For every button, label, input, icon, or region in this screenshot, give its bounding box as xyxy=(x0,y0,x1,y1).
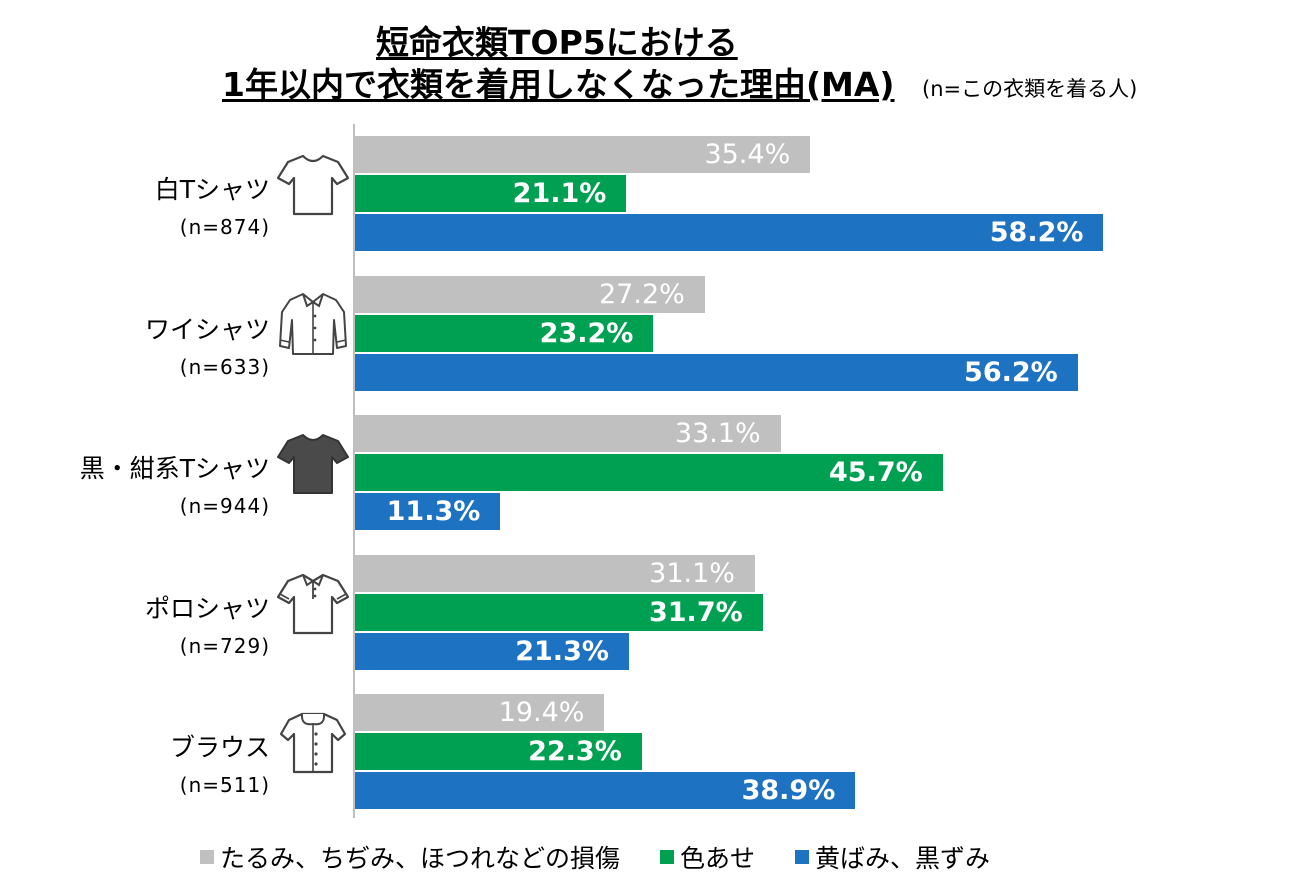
legend-swatch-fading xyxy=(660,850,675,864)
bar-fading: 45.7% xyxy=(355,454,943,491)
chart-subtitle: (n=この衣類を着る人) xyxy=(922,77,1138,101)
bar-fading: 23.2% xyxy=(355,314,654,352)
bar-fading: 21.1% xyxy=(355,175,627,212)
category-sample-size: (n=874) xyxy=(179,215,270,239)
legend-item-fading: 色あせ xyxy=(660,839,755,875)
bar-value-label: 23.2% xyxy=(539,317,634,349)
category-sample-size: (n=511) xyxy=(179,773,270,797)
bar-value-label: 21.1% xyxy=(512,178,607,209)
legend-item-damage: たるみ、ちぢみ、ほつれなどの損傷 xyxy=(200,839,620,875)
category-label: ワイシャツ xyxy=(144,314,270,344)
bar-value-label: 19.4% xyxy=(498,697,585,728)
bar-value-label: 45.7% xyxy=(829,457,923,488)
bar-value-label: 58.2% xyxy=(989,217,1084,248)
polo-shirt-icon xyxy=(276,567,350,639)
chart-title-line2: 1年以内で衣類を着用しなくなった理由(MA) xyxy=(222,65,895,104)
bar-value-label: 27.2% xyxy=(599,278,685,310)
legend: たるみ、ちぢみ、ほつれなどの損傷 色あせ 黄ばみ、黒ずみ xyxy=(200,840,1030,874)
bar-yellowing: 38.9% xyxy=(355,772,856,809)
bar-value-label: 31.7% xyxy=(648,596,743,628)
bar-damage: 19.4% xyxy=(355,694,605,731)
legend-swatch-damage xyxy=(200,850,214,864)
category-sample-size: (n=633) xyxy=(179,354,270,379)
bar-value-label: 38.9% xyxy=(741,775,836,806)
category-sample-size: (n=729) xyxy=(179,633,270,658)
category-axis-line xyxy=(353,124,355,818)
bar-fading: 31.7% xyxy=(355,593,763,631)
bar-yellowing: 21.3% xyxy=(355,632,629,670)
legend-swatch-yellowing xyxy=(795,850,810,864)
bar-yellowing: 56.2% xyxy=(355,353,1078,391)
bar-damage: 33.1% xyxy=(355,415,781,452)
category-label: ブラウス xyxy=(169,733,270,762)
category-label: 黒・紺系Tシャツ xyxy=(79,454,270,483)
blouse-icon xyxy=(276,706,350,778)
dark-tshirt-icon xyxy=(276,427,350,499)
bar-value-label: 21.3% xyxy=(515,635,609,667)
chart-title-line1: 短命衣類TOP5における xyxy=(376,23,738,62)
bar-damage: 27.2% xyxy=(355,275,705,313)
bar-value-label: 22.3% xyxy=(528,736,622,767)
dress-shirt-icon xyxy=(276,288,350,360)
category-label: 白Tシャツ xyxy=(154,175,270,204)
white-tshirt-icon xyxy=(276,148,350,220)
legend-label-damage: たるみ、ちぢみ、ほつれなどの損傷 xyxy=(220,844,621,873)
bar-value-label: 35.4% xyxy=(704,139,791,170)
bar-value-label: 33.1% xyxy=(674,418,761,449)
category-sample-size: (n=944) xyxy=(179,494,270,518)
bar-yellowing: 11.3% xyxy=(355,493,501,530)
legend-item-yellowing: 黄ばみ、黒ずみ xyxy=(795,839,990,875)
bar-damage: 31.1% xyxy=(355,554,755,592)
legend-label-yellowing: 黄ばみ、黒ずみ xyxy=(815,844,991,873)
bar-fading: 22.3% xyxy=(355,733,642,770)
bar-value-label: 31.1% xyxy=(649,557,735,589)
bar-value-label: 11.3% xyxy=(386,496,481,527)
bar-damage: 35.4% xyxy=(355,136,811,173)
bar-yellowing: 58.2% xyxy=(355,214,1104,251)
legend-label-fading: 色あせ xyxy=(680,844,756,873)
bar-value-label: 56.2% xyxy=(964,356,1058,388)
category-label: ポロシャツ xyxy=(144,593,270,623)
